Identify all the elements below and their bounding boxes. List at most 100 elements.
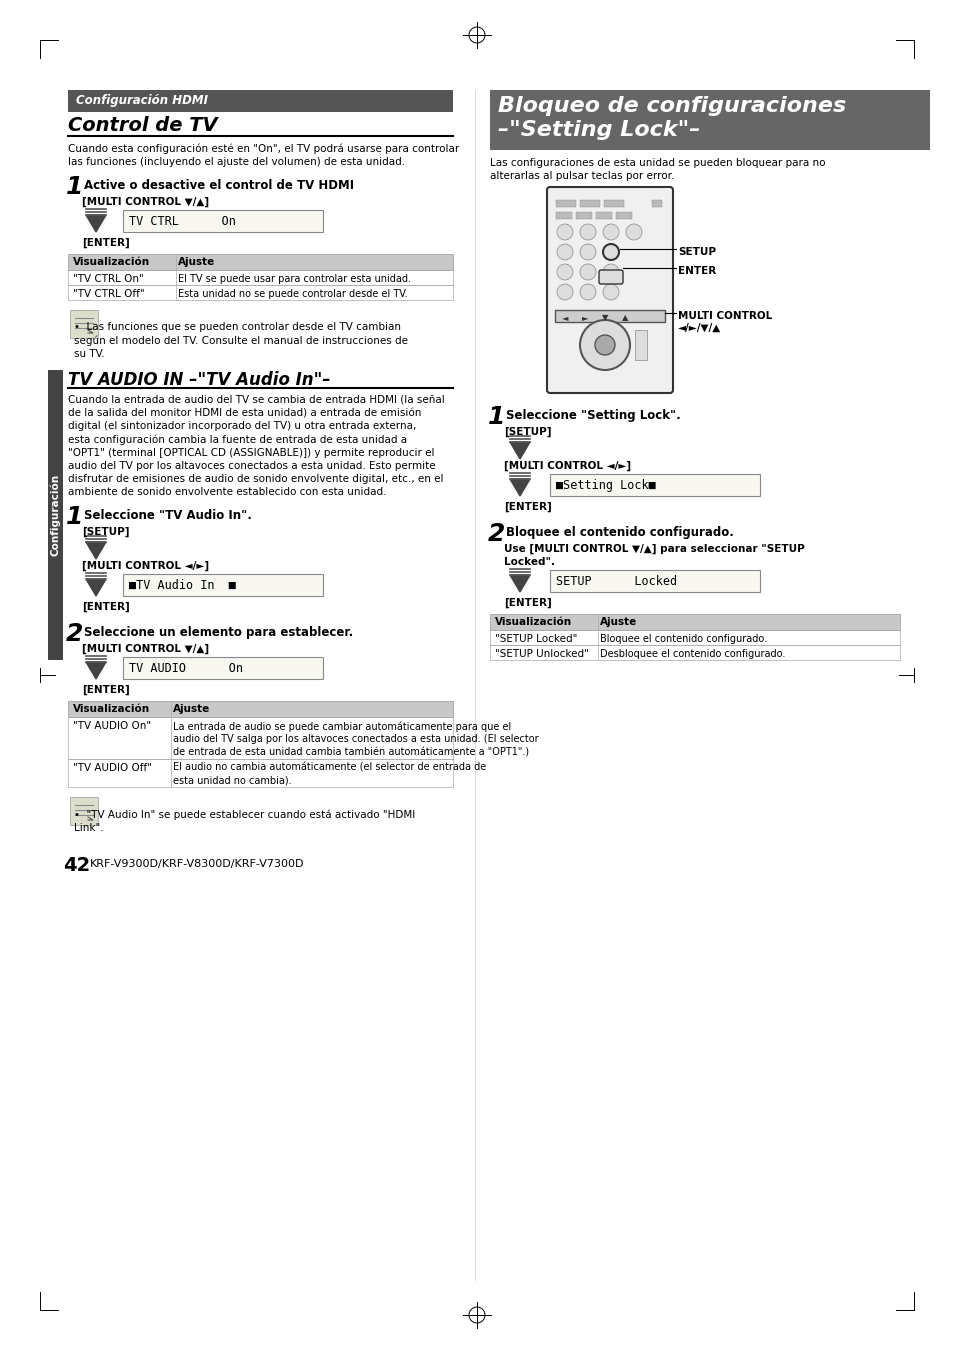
Text: Use [MULTI CONTROL ▼/▲] para seleccionar "SETUP
Locked".: Use [MULTI CONTROL ▼/▲] para seleccionar…: [503, 544, 804, 567]
Text: SETUP: SETUP: [678, 247, 716, 256]
Text: El TV se puede usar para controlar esta unidad.: El TV se puede usar para controlar esta …: [178, 274, 411, 284]
Text: SETUP      Locked: SETUP Locked: [556, 575, 677, 589]
Text: [MULTI CONTROL ▼/▲]: [MULTI CONTROL ▼/▲]: [82, 644, 209, 655]
Text: –"Setting Lock"–: –"Setting Lock"–: [497, 120, 700, 140]
Circle shape: [579, 320, 629, 370]
Text: La entrada de audio se puede cambiar automáticamente para que el
audio del TV sa: La entrada de audio se puede cambiar aut…: [172, 721, 538, 757]
Text: "TV CTRL On": "TV CTRL On": [73, 274, 144, 284]
Text: "TV AUDIO On": "TV AUDIO On": [73, 721, 151, 730]
Text: "SETUP Unlocked": "SETUP Unlocked": [495, 649, 588, 659]
Circle shape: [557, 284, 573, 300]
Text: ▼: ▼: [601, 313, 608, 323]
Text: 42: 42: [63, 856, 91, 875]
Bar: [576, 212, 592, 219]
Text: Las configuraciones de esta unidad se pueden bloquear para no
alterarlas al puls: Las configuraciones de esta unidad se pu…: [490, 158, 824, 181]
Text: Seleccione "TV Audio In".: Seleccione "TV Audio In".: [84, 509, 252, 522]
Text: KRF-V9300D/KRF-V8300D/KRF-V7300D: KRF-V9300D/KRF-V8300D/KRF-V7300D: [90, 859, 304, 869]
Text: [MULTI CONTROL ◄/►]: [MULTI CONTROL ◄/►]: [82, 562, 209, 571]
Polygon shape: [86, 541, 106, 559]
Text: Visualización: Visualización: [73, 703, 150, 714]
Text: 1: 1: [488, 405, 505, 429]
Text: Cuando la entrada de audio del TV se cambia de entrada HDMI (la señal
de la sali: Cuando la entrada de audio del TV se cam…: [68, 396, 444, 497]
Bar: [556, 212, 572, 219]
Text: 2: 2: [488, 522, 505, 545]
Circle shape: [602, 224, 618, 240]
Circle shape: [595, 335, 615, 355]
Bar: [550, 474, 760, 495]
Text: Control de TV: Control de TV: [68, 116, 217, 135]
Text: Cuando esta configuración esté en "On", el TV podrá usarse para controlar
las fu: Cuando esta configuración esté en "On", …: [68, 143, 458, 166]
Text: ◄: ◄: [561, 313, 568, 323]
Text: 2: 2: [66, 622, 83, 647]
Text: TV CTRL      On: TV CTRL On: [129, 215, 235, 228]
Circle shape: [602, 284, 618, 300]
Text: ENTER: ENTER: [678, 266, 716, 275]
Text: Ajuste: Ajuste: [599, 617, 637, 626]
Text: ►: ►: [581, 313, 588, 323]
Text: ■TV Audio In  ■: ■TV Audio In ■: [129, 579, 235, 593]
Circle shape: [557, 244, 573, 261]
Bar: [68, 701, 453, 717]
Circle shape: [579, 265, 596, 279]
FancyBboxPatch shape: [598, 270, 622, 284]
Text: [MULTI CONTROL ◄/►]: [MULTI CONTROL ◄/►]: [503, 460, 631, 471]
Bar: [603, 200, 623, 207]
Text: Visualización: Visualización: [495, 617, 572, 626]
Bar: [123, 657, 323, 679]
Text: Configuración: Configuración: [50, 474, 60, 556]
Text: [ENTER]: [ENTER]: [82, 602, 130, 613]
Text: Ajuste: Ajuste: [172, 703, 210, 714]
Text: ◄/►/▼/▲: ◄/►/▼/▲: [678, 323, 720, 333]
Text: [MULTI CONTROL ▼/▲]: [MULTI CONTROL ▼/▲]: [82, 197, 209, 208]
Circle shape: [579, 244, 596, 261]
Bar: [123, 211, 323, 232]
Bar: [490, 614, 899, 630]
Bar: [579, 200, 599, 207]
Text: MULTI CONTROL: MULTI CONTROL: [678, 310, 771, 321]
Bar: [635, 329, 646, 360]
Bar: [651, 200, 661, 207]
Polygon shape: [86, 579, 106, 595]
Bar: [123, 574, 323, 595]
Bar: [616, 212, 631, 219]
Text: TV AUDIO IN –"TV Audio In"–: TV AUDIO IN –"TV Audio In"–: [68, 371, 331, 389]
Polygon shape: [510, 479, 530, 495]
Polygon shape: [510, 441, 530, 459]
Bar: [555, 310, 664, 323]
Text: Bloquee el contenido configurado.: Bloquee el contenido configurado.: [505, 526, 733, 539]
Text: Bloqueo de configuraciones: Bloqueo de configuraciones: [497, 96, 845, 116]
Text: ▲: ▲: [621, 313, 628, 323]
Text: [ENTER]: [ENTER]: [82, 684, 130, 695]
Text: "TV CTRL Off": "TV CTRL Off": [73, 289, 145, 298]
Text: 1: 1: [66, 176, 83, 198]
Polygon shape: [510, 575, 530, 593]
Circle shape: [579, 284, 596, 300]
Bar: [490, 90, 929, 150]
Bar: [596, 212, 612, 219]
Circle shape: [602, 244, 618, 261]
Bar: [68, 90, 453, 112]
Text: Seleccione "Setting Lock".: Seleccione "Setting Lock".: [505, 409, 680, 423]
FancyBboxPatch shape: [546, 188, 672, 393]
Text: 1: 1: [66, 505, 83, 529]
Circle shape: [579, 224, 596, 240]
Text: [ENTER]: [ENTER]: [82, 238, 130, 248]
Text: [ENTER]: [ENTER]: [503, 502, 551, 512]
Text: "TV AUDIO Off": "TV AUDIO Off": [73, 763, 152, 774]
Text: ■Setting Lock■: ■Setting Lock■: [556, 479, 655, 491]
Circle shape: [557, 265, 573, 279]
Circle shape: [602, 265, 618, 279]
Bar: [48, 370, 63, 660]
Text: El audio no cambia automáticamente (el selector de entrada de
esta unidad no cam: El audio no cambia automáticamente (el s…: [172, 763, 486, 786]
Bar: [70, 796, 98, 825]
Text: [SETUP]: [SETUP]: [503, 427, 551, 437]
Text: Configuración HDMI: Configuración HDMI: [76, 95, 208, 107]
Text: •  "TV Audio In" se puede establecer cuando está activado "HDMI
Link".: • "TV Audio In" se puede establecer cuan…: [74, 809, 415, 833]
Bar: [68, 254, 453, 270]
Polygon shape: [86, 662, 106, 679]
Polygon shape: [86, 215, 106, 232]
Text: Ajuste: Ajuste: [178, 256, 215, 267]
Text: TV AUDIO      On: TV AUDIO On: [129, 662, 243, 675]
Text: •  Las funciones que se pueden controlar desde el TV cambian
según el modelo del: • Las funciones que se pueden controlar …: [74, 323, 408, 359]
Text: Visualización: Visualización: [73, 256, 150, 267]
